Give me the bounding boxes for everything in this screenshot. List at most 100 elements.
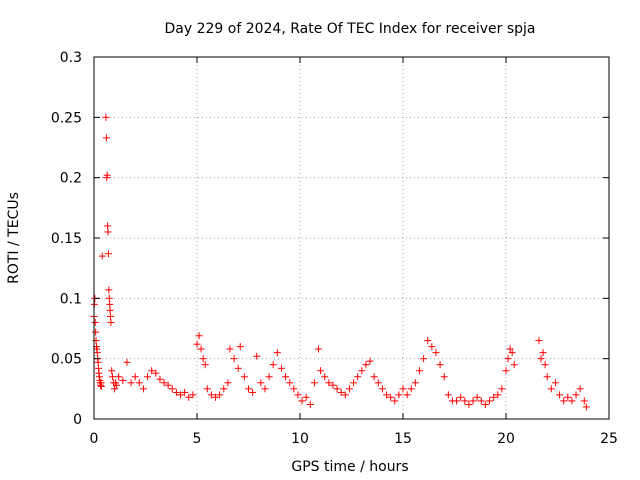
data-point (203, 385, 211, 393)
data-point (106, 306, 114, 314)
data-point (93, 349, 101, 357)
data-point (290, 385, 298, 393)
data-point (168, 385, 176, 393)
data-point (494, 391, 502, 399)
data-point (315, 345, 323, 353)
data-point (236, 343, 244, 351)
data-point (195, 332, 203, 340)
data-point (564, 393, 572, 401)
data-point (164, 381, 172, 389)
data-point (282, 373, 290, 381)
x-tick-label: 20 (497, 431, 515, 447)
data-point (104, 228, 112, 236)
data-point (253, 352, 261, 360)
x-tick-label: 0 (90, 431, 99, 447)
data-point (94, 358, 102, 366)
data-point (103, 171, 111, 179)
data-point (345, 385, 353, 393)
data-point (226, 345, 234, 353)
y-tick-label: 0.05 (51, 352, 82, 368)
data-point (506, 345, 514, 353)
data-point (105, 286, 113, 294)
data-point (428, 343, 436, 351)
data-point (131, 373, 139, 381)
data-point (432, 349, 440, 357)
y-axis-label: ROTI / TECUs (6, 192, 22, 284)
data-point (490, 393, 498, 401)
x-axis-label: GPS time / hours (291, 459, 408, 475)
data-point (220, 385, 228, 393)
data-point (108, 367, 116, 375)
x-tick-label: 15 (394, 431, 412, 447)
data-point (111, 385, 119, 393)
y-axis-ticks: 0 0.05 0.1 0.15 0.2 0.25 0.3 (51, 50, 609, 428)
data-point (415, 367, 423, 375)
data-point (92, 328, 100, 336)
data-point (107, 318, 115, 326)
data-point (139, 385, 147, 393)
data-point (234, 364, 242, 372)
data-point (362, 361, 370, 369)
data-point (337, 388, 345, 396)
data-point (201, 361, 209, 369)
data-point (582, 403, 590, 411)
data-point (277, 364, 285, 372)
data-point (539, 349, 547, 357)
data-point (547, 385, 555, 393)
data-point (387, 393, 395, 401)
data-point (358, 367, 366, 375)
data-point (504, 355, 512, 363)
data-point (207, 391, 215, 399)
data-point (383, 391, 391, 399)
data-point (350, 379, 358, 387)
data-point (537, 355, 545, 363)
data-point (104, 250, 112, 258)
data-point (298, 397, 306, 405)
y-tick-label: 0.15 (51, 231, 82, 247)
data-point (199, 355, 207, 363)
data-point (395, 391, 403, 399)
x-tick-label: 25 (600, 431, 618, 447)
data-point (197, 345, 205, 353)
data-point (424, 337, 432, 345)
data-point (160, 379, 168, 387)
data-point (411, 379, 419, 387)
data-point (181, 388, 189, 396)
data-point (580, 397, 588, 405)
data-point (230, 355, 238, 363)
data-point (115, 373, 123, 381)
data-point (106, 312, 114, 320)
data-point (420, 355, 428, 363)
y-tick-label: 0.2 (60, 171, 82, 187)
data-point (249, 388, 257, 396)
data-point (486, 397, 494, 405)
data-point (321, 373, 329, 381)
data-point (102, 113, 110, 121)
data-point (261, 385, 269, 393)
x-tick-label: 5 (193, 431, 202, 447)
data-point (535, 337, 543, 345)
data-point (551, 379, 559, 387)
data-point (444, 391, 452, 399)
data-point (109, 373, 117, 381)
data-point (440, 373, 448, 381)
data-point (269, 361, 277, 369)
data-point (374, 379, 382, 387)
data-point (172, 388, 180, 396)
data-point (556, 391, 564, 399)
data-point (407, 385, 415, 393)
data-point (302, 393, 310, 401)
data-points (90, 113, 590, 411)
data-point (123, 358, 131, 366)
data-point (119, 376, 127, 384)
data-point (510, 361, 518, 369)
data-point (560, 397, 568, 405)
data-point (185, 393, 193, 401)
data-point (98, 252, 106, 260)
y-tick-label: 0.3 (60, 50, 82, 66)
data-point (104, 222, 112, 230)
data-point (240, 373, 248, 381)
data-point (508, 349, 516, 357)
data-point (102, 134, 110, 142)
